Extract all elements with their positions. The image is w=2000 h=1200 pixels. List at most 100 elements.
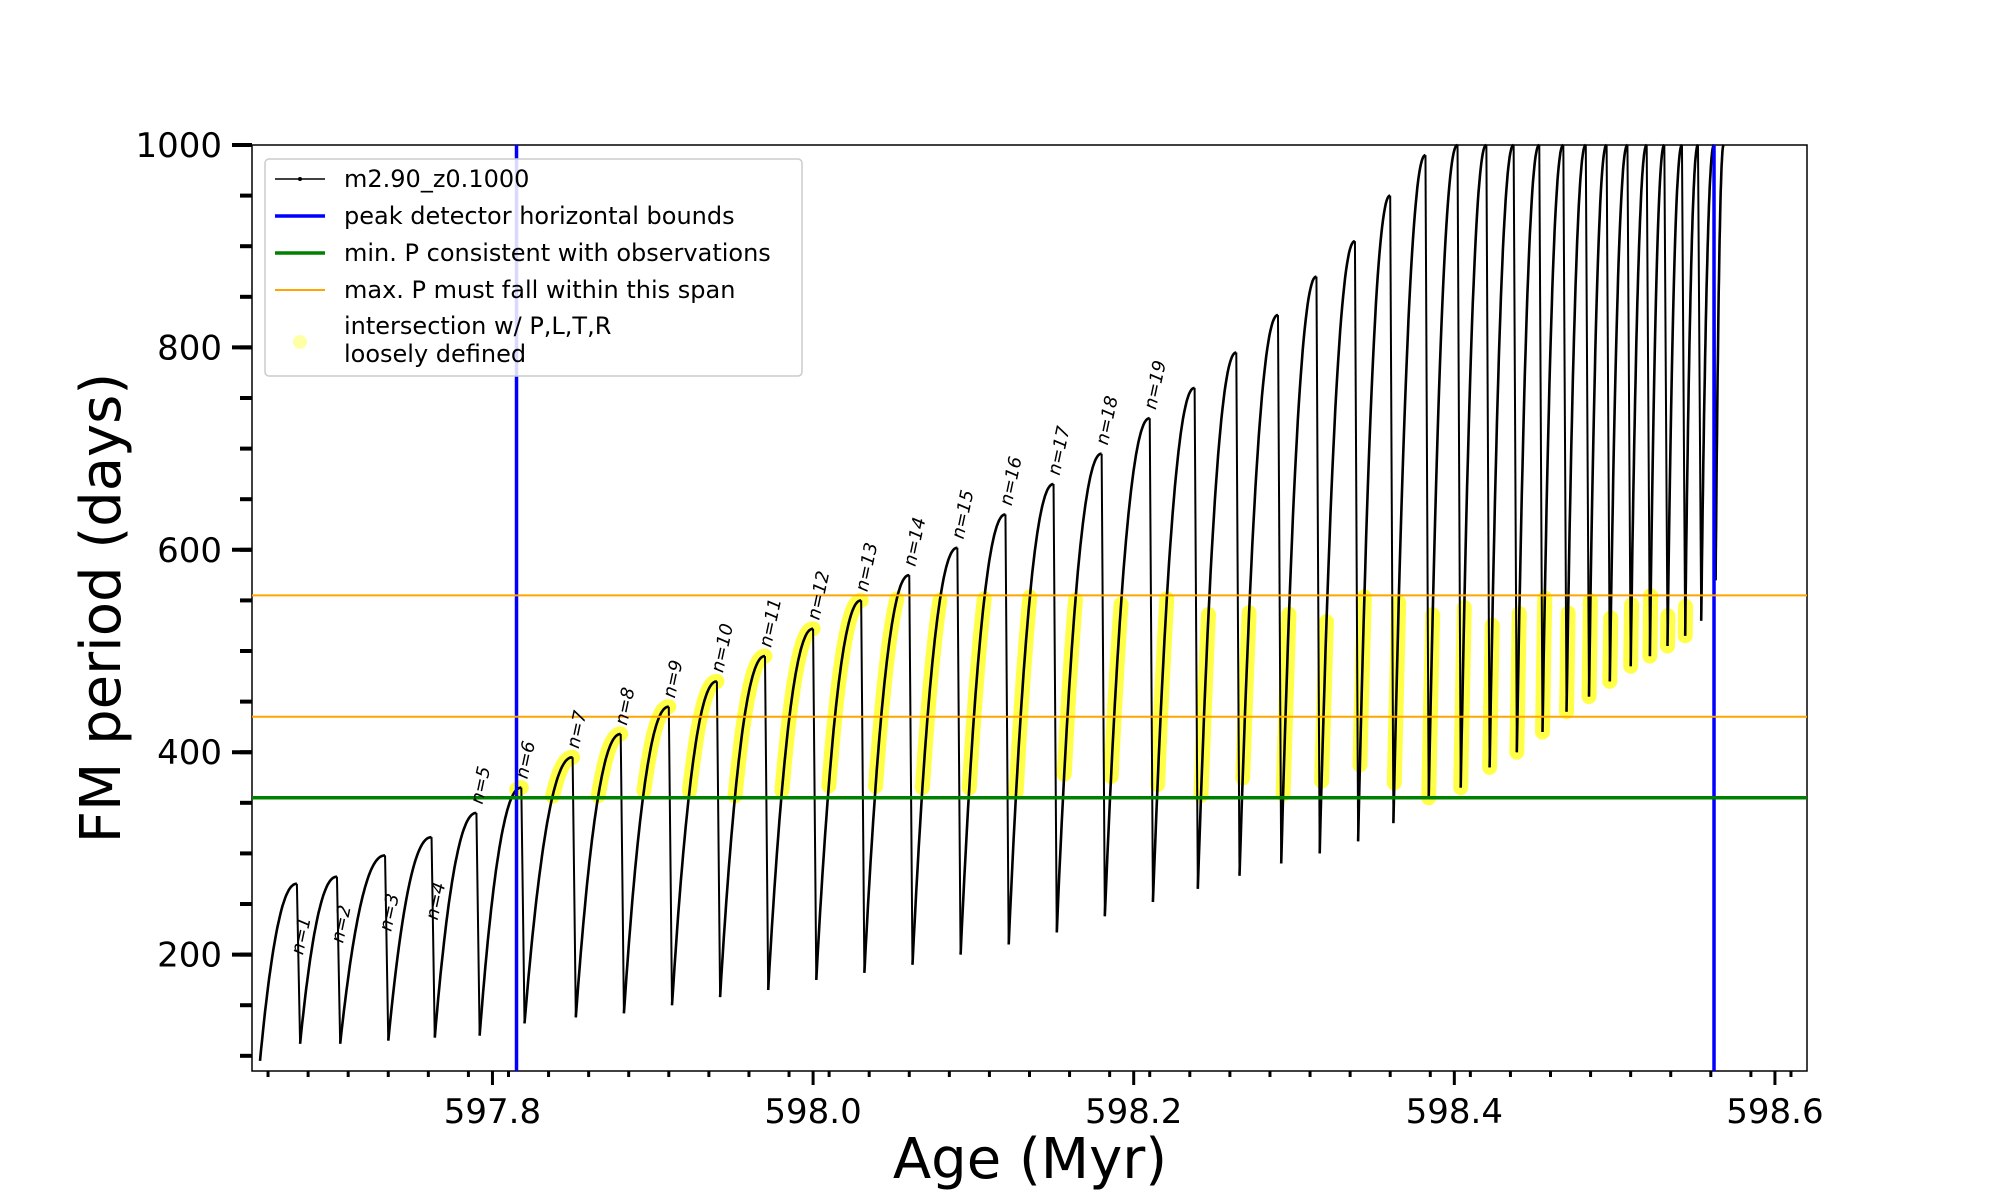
track-cycle [1392, 153, 1426, 824]
track-drop [1193, 387, 1199, 889]
y-tick-label: 600 [157, 531, 222, 571]
track-layer [258, 143, 1725, 1062]
track-cycle [1587, 143, 1608, 697]
track-drop [667, 706, 674, 1006]
track-cycle [911, 546, 958, 965]
track-drop [1680, 144, 1687, 636]
track-cycle [1666, 143, 1683, 647]
track-drop [812, 628, 818, 980]
track-cycle [1318, 239, 1356, 854]
track-cycle [523, 756, 573, 1024]
legend-label-bounds: peak detector horizontal bounds [344, 202, 735, 230]
track-drop [1353, 241, 1360, 842]
track-cycle [1629, 143, 1648, 667]
track-drop [1052, 483, 1058, 933]
track-drop [1276, 314, 1283, 864]
track-cycle [1238, 313, 1279, 876]
x-tick-label: 598.4 [1406, 1092, 1503, 1132]
track-drop [1485, 144, 1491, 768]
track-drop [1315, 276, 1321, 854]
track-drop [475, 812, 481, 1036]
track-drop [335, 876, 342, 1044]
track-drop [1424, 155, 1430, 798]
track-cycle [338, 854, 386, 1044]
track-cycle [863, 573, 910, 973]
track-cycle [574, 732, 621, 1018]
track-drop [1605, 144, 1611, 682]
legend-box [264, 158, 803, 377]
track-cycle [1279, 275, 1317, 864]
track-drop [1645, 144, 1651, 657]
track-cycle [1541, 143, 1565, 733]
track-cycle [1515, 143, 1540, 753]
y-axis: 200 400 600 800 1000 [135, 126, 252, 1058]
legend-label-track: m2.90_z0.1000 [344, 165, 529, 193]
x-axis-title: Age (Myr) [893, 1127, 1167, 1192]
track-cycle [1488, 143, 1515, 768]
track-cycle [1683, 143, 1699, 636]
track-drop [571, 757, 577, 1018]
track-cycle [1459, 143, 1487, 788]
track-drop [1696, 144, 1703, 621]
track-drop [295, 883, 302, 1044]
legend: m2.90_z0.1000 peak detector horizontal b… [264, 158, 803, 377]
track-drop [1100, 453, 1106, 917]
track-cycle [433, 811, 477, 1038]
x-tick-label: 598.2 [1085, 1092, 1182, 1132]
track-cycle [815, 599, 862, 980]
x-axis: 597.8 598.0 598.2 598.4 598.6 [266, 1071, 1824, 1132]
legend-label-max-p: max. P must fall within this span [344, 276, 735, 304]
track-drop [1626, 144, 1632, 667]
track-drop [1562, 144, 1568, 712]
track-drop [956, 547, 962, 955]
legend-swatch-intersection [293, 335, 307, 349]
x-tick-label: 598.6 [1726, 1092, 1823, 1132]
track-cycle [766, 627, 814, 991]
track-cycle [298, 875, 338, 1044]
legend-label-min-p: min. P consistent with observations [344, 239, 771, 267]
track-drop [1584, 144, 1590, 697]
track-drop [384, 855, 390, 1041]
track-drop [1235, 352, 1241, 876]
track-cycle [1565, 143, 1587, 712]
track-drop [715, 681, 722, 998]
track-drop [1456, 144, 1462, 788]
track-drop [763, 656, 770, 991]
track-drop [908, 575, 914, 965]
track-drop [1148, 418, 1154, 903]
track-cycle [1427, 143, 1458, 798]
track-cycle [1356, 194, 1391, 842]
legend-label-intersection-line2: loosely defined [344, 340, 526, 368]
track-drop [520, 787, 526, 1024]
track-cycle [959, 513, 1006, 955]
track-cycle [718, 654, 766, 998]
track-cycle [1699, 143, 1715, 621]
track-cycle [1007, 482, 1054, 945]
track-cycle [1055, 452, 1102, 933]
track-drop [1389, 195, 1395, 824]
track-cycle [622, 705, 669, 1014]
y-tick-label: 1000 [135, 126, 222, 166]
track-drop [1512, 144, 1518, 753]
track-drop [1663, 144, 1669, 647]
track-drop [1004, 514, 1010, 945]
track-cycle [1103, 416, 1150, 917]
y-tick-label: 200 [157, 936, 222, 976]
track-cycle [387, 835, 432, 1041]
x-tick-label: 597.8 [444, 1092, 541, 1132]
x-tick-label: 598.0 [764, 1092, 861, 1132]
y-tick-label: 800 [157, 328, 222, 368]
track-cycle [1648, 143, 1666, 657]
track-cycle [670, 680, 718, 1006]
track-cycle [478, 786, 522, 1036]
legend-label-intersection: intersection w/ P,L,T,R [344, 312, 611, 340]
track-drop [1538, 144, 1544, 733]
track-drop [860, 600, 866, 973]
legend-swatch-track-marker [298, 177, 302, 181]
track-drop [430, 837, 436, 1038]
track-cycle [1714, 143, 1725, 581]
y-tick-label: 400 [157, 733, 222, 773]
track-cycle [1608, 143, 1629, 682]
track-cycle [1196, 351, 1237, 889]
